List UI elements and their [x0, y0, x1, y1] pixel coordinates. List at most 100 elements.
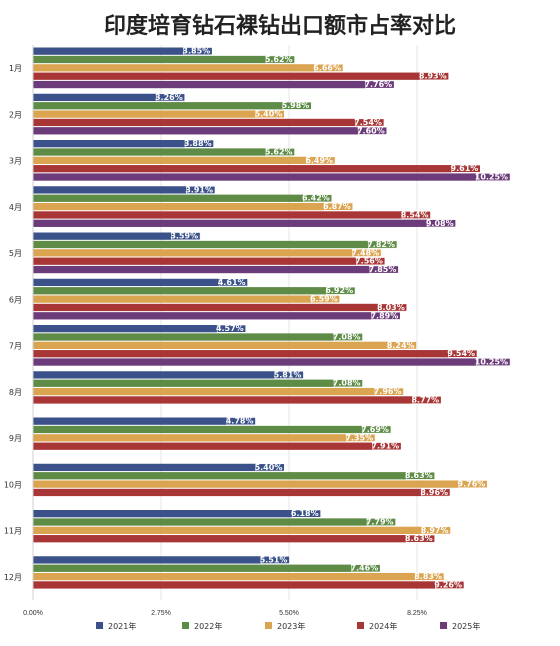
data-label: 8.63%: [405, 471, 433, 480]
legend-swatch: [182, 622, 189, 629]
data-label-box: [326, 286, 356, 295]
data-label-box: [333, 333, 363, 341]
bar: [33, 442, 402, 450]
month-label: 12月: [4, 573, 22, 582]
data-label-box: [265, 148, 295, 156]
bar: [33, 488, 451, 497]
bar: [33, 202, 353, 211]
data-label-box: [369, 265, 399, 274]
data-label: 4.61%: [218, 278, 246, 287]
data-label-box: [448, 349, 478, 358]
data-label: 7.48%: [351, 248, 379, 257]
bar: [33, 93, 185, 102]
data-label-box: [368, 240, 398, 249]
chart-title: 印度培育钻石裸钻出口额市占率对比: [103, 13, 456, 38]
data-label: 7.96%: [374, 387, 402, 396]
data-label-box: [274, 370, 304, 379]
bar: [33, 72, 449, 80]
data-label: 7.79%: [366, 517, 394, 526]
data-label: 8.97%: [421, 526, 449, 535]
data-label-box: [421, 488, 451, 497]
bar: [33, 257, 385, 265]
data-label-box: [346, 433, 376, 442]
legend-label: 2022年: [194, 621, 222, 631]
data-label: 9.61%: [451, 164, 479, 173]
data-label-box: [374, 387, 404, 396]
data-label-box: [387, 341, 417, 350]
data-label: 8.63%: [405, 534, 433, 543]
legend-swatch: [96, 622, 103, 629]
bar: [33, 333, 363, 341]
bar: [33, 118, 384, 127]
bar: [33, 387, 404, 396]
data-label-box: [412, 395, 442, 404]
bar: [33, 148, 295, 156]
bar: [33, 278, 248, 287]
data-label-box: [365, 80, 395, 89]
data-label-box: [314, 63, 344, 72]
data-label: 7.35%: [345, 433, 373, 442]
data-label: 4.57%: [216, 324, 244, 333]
data-label: 8.03%: [377, 303, 405, 312]
data-label: 4.78%: [226, 417, 254, 426]
legend-swatch: [440, 622, 447, 629]
data-label: 7.46%: [350, 564, 378, 573]
data-label-box: [372, 442, 402, 451]
data-label: 3.59%: [170, 232, 198, 241]
data-label: 7.56%: [355, 257, 383, 266]
data-label: 9.76%: [458, 480, 486, 489]
data-label: 8.93%: [419, 72, 447, 81]
bar: [33, 165, 481, 173]
bar: [33, 379, 363, 387]
data-label: 7.69%: [361, 425, 389, 434]
data-label: 6.42%: [302, 194, 330, 203]
bar: [33, 211, 431, 219]
legend-swatch: [265, 622, 272, 629]
data-label: 6.66%: [313, 63, 341, 72]
data-label-box: [218, 278, 248, 287]
data-label-box: [435, 580, 465, 589]
x-tick-label: 5.50%: [279, 610, 299, 617]
month-label: 3月: [9, 157, 22, 166]
legend-swatch: [357, 622, 364, 629]
data-label-box: [476, 173, 511, 181]
bar: [33, 249, 382, 257]
bar: [33, 219, 456, 227]
data-label-box: [458, 480, 488, 489]
data-label-box: [419, 72, 449, 81]
bar: [33, 526, 451, 534]
data-label: 7.85%: [369, 265, 397, 274]
data-label-box: [323, 202, 354, 211]
data-label-box: [355, 118, 385, 127]
data-label: 8.24%: [387, 341, 415, 350]
data-label-box: [303, 194, 333, 203]
data-label-box: [333, 379, 363, 388]
data-label-box: [366, 518, 396, 526]
bar: [33, 240, 397, 249]
bar: [33, 194, 332, 202]
data-label-box: [451, 164, 481, 173]
bar: [33, 140, 214, 148]
bar: [33, 434, 376, 442]
data-label: 5.51%: [260, 555, 288, 564]
data-label: 9.54%: [447, 349, 475, 358]
bar: [33, 303, 407, 312]
bar: [33, 295, 340, 303]
month-label: 2月: [9, 110, 22, 119]
data-label: 8.77%: [411, 395, 439, 404]
data-label: 9.26%: [434, 580, 462, 589]
data-label: 5.40%: [255, 110, 283, 119]
bar: [33, 510, 321, 518]
bar: [33, 341, 417, 349]
bar: [33, 564, 381, 572]
bar: [33, 265, 399, 274]
data-label-box: [357, 126, 388, 135]
data-label-box: [216, 324, 247, 333]
data-label-box: [255, 463, 285, 472]
month-label: 6月: [9, 295, 22, 304]
data-label: 8.83%: [414, 572, 442, 581]
month-label: 7月: [9, 342, 22, 351]
x-tick-label: 2.75%: [151, 610, 171, 617]
data-label: 10.25%: [475, 173, 508, 182]
